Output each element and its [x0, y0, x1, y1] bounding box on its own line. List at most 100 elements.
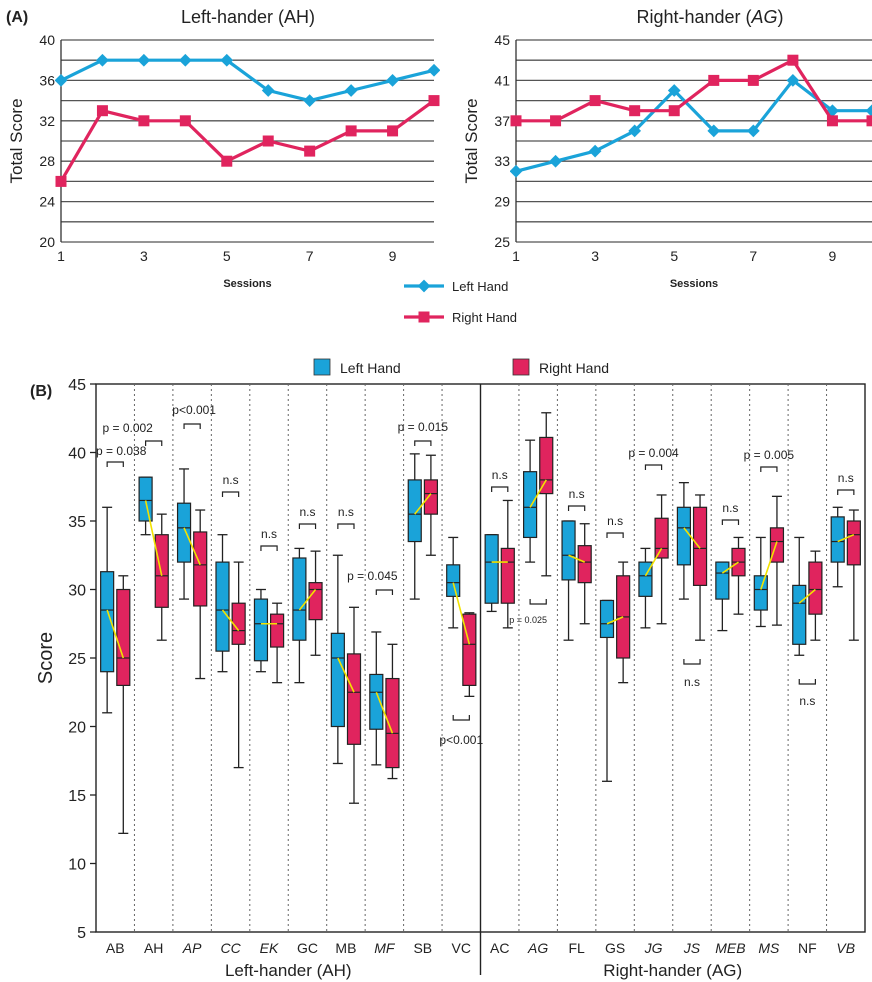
subject-label: GS: [605, 940, 625, 956]
x-tick-label: 1: [57, 248, 65, 264]
significance-label: n.s: [799, 694, 815, 708]
data-point-right-hand: [179, 115, 191, 127]
data-point-right-hand: [708, 74, 720, 86]
data-point-right-hand: [787, 54, 799, 66]
x-tick-label: 5: [670, 248, 678, 264]
y-axis-title: Total Score: [462, 98, 481, 183]
panel-label-a: (A): [6, 9, 28, 26]
significance-label: p = 0.002: [102, 421, 153, 435]
y-tick-label: 45: [68, 377, 86, 394]
data-point-right-hand: [866, 115, 872, 127]
subject-label: MB: [335, 940, 356, 956]
box-right-hand: [385, 677, 400, 769]
box-left-hand: [446, 564, 461, 597]
box-left-hand: [407, 479, 422, 543]
data-point-left-hand: [427, 63, 440, 77]
box-right-hand: [539, 436, 554, 495]
y-tick-label: 37: [494, 113, 510, 129]
median-connector: [798, 588, 816, 604]
significance-bracket: [721, 519, 740, 525]
data-point-right-hand: [387, 125, 399, 137]
y-tick-label: 20: [39, 234, 55, 250]
data-point-left-hand: [386, 74, 399, 87]
significance-bracket: [760, 466, 778, 472]
x-tick-label: 5: [223, 248, 231, 264]
subject-label: GC: [297, 940, 318, 956]
chart-title-italic: AG: [751, 7, 778, 27]
box-right-hand: [346, 653, 362, 745]
subject-label: NF: [798, 940, 817, 956]
box-left-hand: [753, 575, 768, 611]
subject-label: VC: [452, 940, 471, 956]
subject-label: MS: [758, 940, 780, 956]
series-line-right-hand: [59, 99, 435, 183]
box-right-hand: [500, 547, 515, 604]
y-axis-title: Total Score: [7, 98, 26, 183]
median-connector: [683, 527, 701, 549]
y-tick-label: 33: [494, 153, 510, 169]
subject-label: MEB: [715, 940, 745, 956]
significance-bracket: [491, 486, 509, 492]
chart-title-part: ): [778, 7, 784, 27]
significance-label: p<0.001: [439, 733, 483, 747]
legend-marker-right-hand: [418, 311, 430, 323]
box-right-hand: [846, 520, 861, 566]
significance-bracket: [260, 545, 278, 551]
data-point-right-hand: [550, 115, 562, 127]
significance-label: p = 0.015: [398, 420, 449, 434]
median-connector: [452, 582, 471, 645]
subject-label: AP: [182, 940, 202, 956]
series-line-left-hand: [60, 58, 435, 103]
significance-label: n.s: [261, 527, 277, 541]
data-point-left-hand: [178, 53, 192, 67]
box-left-hand: [369, 673, 384, 730]
median-connector: [606, 616, 624, 625]
data-point-left-hand: [137, 53, 151, 67]
y-tick-label: 20: [68, 720, 86, 737]
plot-area: [510, 54, 872, 178]
significance-label: p = 0.045: [347, 569, 398, 583]
subject-label: JS: [683, 940, 701, 956]
significance-label: n.s: [684, 675, 700, 689]
y-tick-label: 36: [39, 72, 55, 88]
group-label-left-hander: Left-hander (AH): [225, 961, 352, 980]
subject-label: AG: [527, 940, 548, 956]
panel-label-b: (B): [30, 383, 52, 400]
data-point-right-hand: [510, 115, 522, 127]
significance-bracket: [529, 599, 547, 605]
significance-bracket: [837, 489, 855, 495]
significance-bracket: [683, 659, 701, 665]
y-axis-title: Score: [35, 632, 57, 684]
significance-label: n.s: [338, 505, 354, 519]
median-connector: [529, 479, 547, 508]
data-point-left-hand: [261, 84, 275, 97]
data-point-right-hand: [221, 155, 233, 167]
significance-bracket: [798, 679, 816, 685]
x-axis-title: Sessions: [670, 278, 718, 290]
y-tick-label: 32: [39, 113, 55, 129]
box-left-hand: [599, 599, 615, 639]
y-tick-label: 30: [68, 583, 86, 600]
y-tick-label: 5: [77, 925, 86, 942]
significance-label: n.s: [569, 487, 585, 501]
subject-label: EK: [260, 940, 279, 956]
significance-bracket: [452, 715, 470, 721]
significance-bracket: [183, 423, 201, 429]
data-point-left-hand: [510, 164, 523, 178]
significance-bracket: [375, 589, 394, 595]
group-label-right-hander: Right-hander (AG): [603, 961, 742, 980]
data-point-right-hand: [96, 105, 108, 117]
y-tick-label: 28: [39, 153, 55, 169]
box-left-hand: [215, 561, 230, 652]
data-point-left-hand: [344, 84, 358, 97]
legend-label-left-hand: Left Hand: [452, 279, 508, 294]
subject-label: MF: [374, 940, 396, 956]
y-tick-label: 40: [68, 446, 86, 463]
chart-title: Right-hander (AG): [636, 7, 783, 27]
box-left-hand: [715, 561, 730, 600]
median-connector: [183, 527, 201, 566]
legend-label-left-hand: Left Hand: [340, 360, 401, 376]
box-right-hand: [269, 613, 285, 648]
subject-label: SB: [413, 940, 432, 956]
